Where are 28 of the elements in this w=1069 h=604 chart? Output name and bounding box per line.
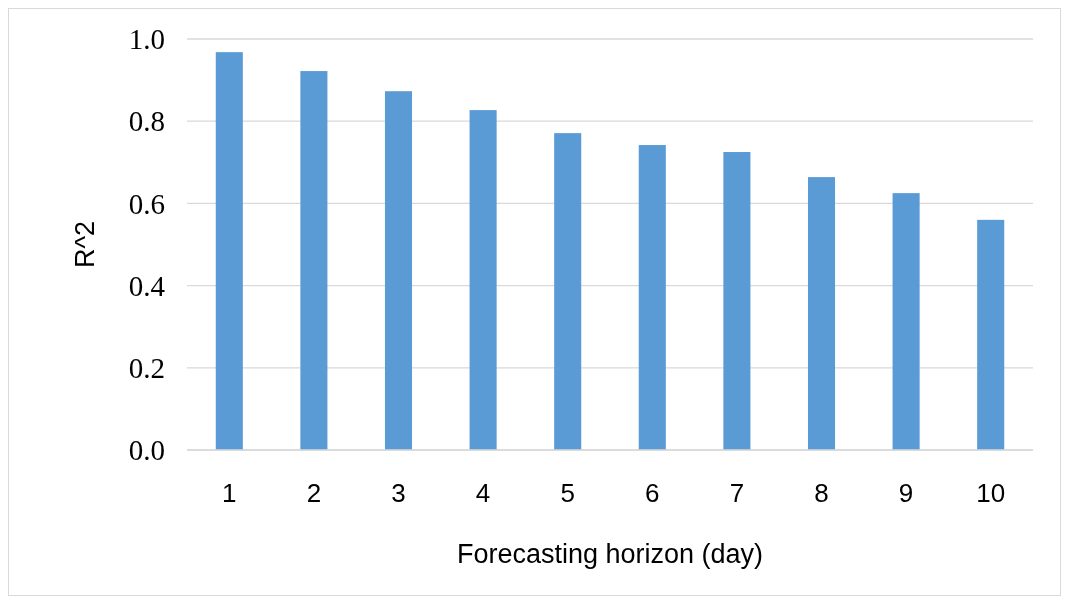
x-tick-label: 2 bbox=[306, 478, 322, 508]
bar bbox=[554, 133, 582, 450]
bar bbox=[807, 177, 836, 450]
y-tick-label: 0.6 bbox=[128, 187, 165, 220]
bar bbox=[977, 219, 1005, 450]
y-axis-title: R^2 bbox=[70, 220, 100, 269]
x-tick-label: 3 bbox=[391, 478, 406, 508]
x-tick-label: 9 bbox=[898, 478, 914, 508]
y-tick-label: 0.4 bbox=[128, 269, 166, 302]
bar bbox=[384, 91, 413, 450]
x-tick-label: 5 bbox=[560, 478, 575, 508]
bar bbox=[300, 71, 328, 450]
bar bbox=[469, 110, 497, 450]
x-tick-label: 1 bbox=[222, 478, 237, 508]
x-axis-title: Forecasting horizon (day) bbox=[456, 539, 764, 569]
x-tick-label: 10 bbox=[976, 478, 1006, 508]
y-tick-label: 0.0 bbox=[128, 434, 165, 467]
x-tick-label: 4 bbox=[475, 478, 491, 508]
x-tick-label: 6 bbox=[645, 478, 660, 508]
bar bbox=[638, 145, 666, 450]
x-tick-label: 8 bbox=[814, 478, 829, 508]
y-tick-label: 0.8 bbox=[128, 105, 165, 138]
y-tick-label: 0.2 bbox=[128, 351, 165, 384]
y-tick-label: 1.0 bbox=[128, 23, 165, 56]
bar bbox=[215, 52, 243, 450]
x-tick-label: 7 bbox=[729, 478, 745, 508]
bar bbox=[723, 152, 751, 450]
bar bbox=[892, 193, 920, 450]
